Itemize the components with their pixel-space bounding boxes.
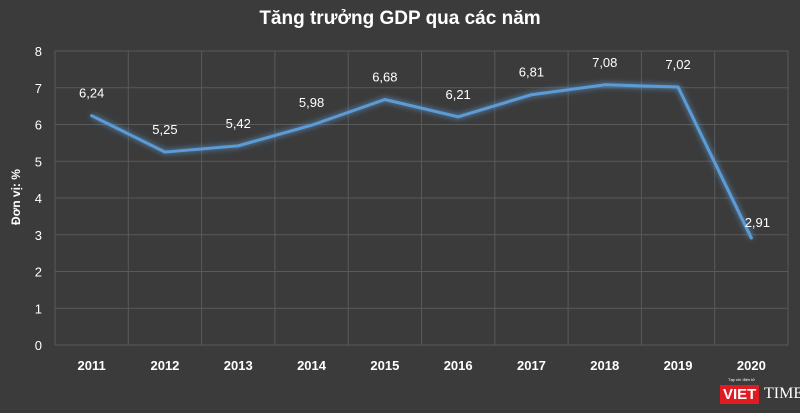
x-tick-label: 2018 xyxy=(590,358,619,373)
y-tick-label: 0 xyxy=(35,338,42,353)
logo-times: TIMES xyxy=(764,385,800,402)
data-point xyxy=(456,115,460,119)
x-tick-label: 2016 xyxy=(444,358,473,373)
logo-viet: VIET xyxy=(720,385,760,404)
data-label: 2,91 xyxy=(745,215,770,230)
series-line xyxy=(90,83,753,239)
y-tick-label: 1 xyxy=(35,301,42,316)
x-tick-label: 2012 xyxy=(150,358,179,373)
data-point xyxy=(529,93,533,97)
data-point xyxy=(163,150,167,154)
y-tick-label: 5 xyxy=(35,154,42,169)
data-point xyxy=(90,114,94,118)
y-tick-label: 2 xyxy=(35,265,42,280)
logo-top-text: Tạp chí điện tử xyxy=(728,377,755,382)
data-label: 6,21 xyxy=(445,87,470,102)
data-label: 7,08 xyxy=(592,55,617,70)
data-label: 6,68 xyxy=(372,70,397,85)
x-tick-label: 2011 xyxy=(78,358,106,373)
y-tick-label: 7 xyxy=(35,81,42,96)
x-tick-label: 2014 xyxy=(297,358,327,373)
data-point xyxy=(236,144,240,148)
y-tick-label: 8 xyxy=(35,44,42,59)
data-label: 6,24 xyxy=(79,86,104,101)
y-tick-label: 3 xyxy=(35,228,42,243)
data-point xyxy=(603,83,607,87)
data-label: 6,81 xyxy=(519,65,544,80)
y-tick-label: 4 xyxy=(35,191,42,206)
y-tick-label: 6 xyxy=(35,118,42,133)
data-point xyxy=(676,85,680,89)
x-tick-label: 2019 xyxy=(664,358,693,373)
data-point xyxy=(749,236,753,240)
chart-title: Tăng trưởng GDP qua các năm xyxy=(259,8,541,29)
x-tick-label: 2015 xyxy=(370,358,399,373)
x-tick-label: 2013 xyxy=(224,358,253,373)
data-point xyxy=(310,123,314,127)
data-point xyxy=(383,98,387,102)
viettimes-logo: Tạp chí điện tử VIET TIMES xyxy=(704,377,800,409)
x-tick-label: 2017 xyxy=(517,358,546,373)
data-label: 7,02 xyxy=(665,57,690,72)
data-label: 5,25 xyxy=(152,122,177,137)
data-label: 5,42 xyxy=(226,116,251,131)
data-label: 5,98 xyxy=(299,95,324,110)
x-tick-label: 2020 xyxy=(737,358,766,373)
